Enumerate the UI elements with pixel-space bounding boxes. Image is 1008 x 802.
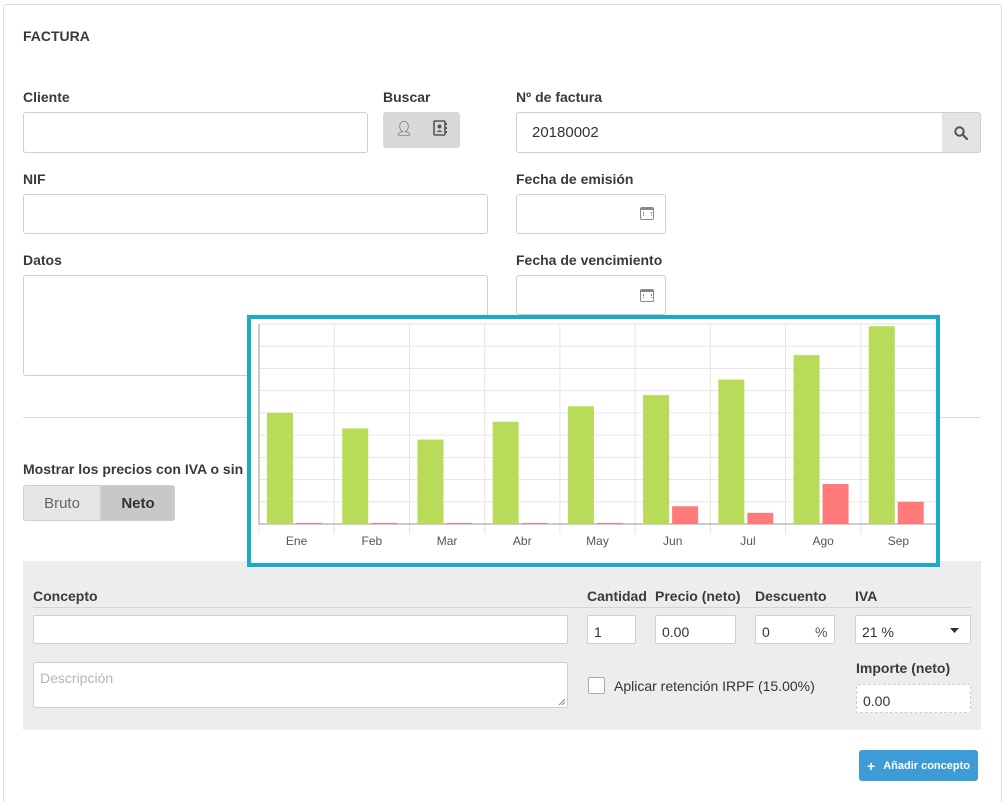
caret-down-icon bbox=[950, 628, 959, 633]
search-icon bbox=[954, 126, 968, 140]
bar-green-feb bbox=[342, 428, 369, 524]
concepto-label: Concepto bbox=[33, 588, 98, 604]
bar-red-abr bbox=[521, 523, 548, 524]
bar-chart: Ene Feb Mar Abr May Jun Jul Ago Sep bbox=[258, 323, 936, 548]
tick-label-may: May bbox=[586, 534, 609, 548]
tick-label-sep: Sep bbox=[888, 534, 910, 548]
nif-label: NIF bbox=[23, 171, 46, 187]
precio-input[interactable]: 0.00 bbox=[655, 615, 736, 644]
precio-value: 0.00 bbox=[662, 624, 690, 640]
datos-label: Datos bbox=[23, 252, 62, 268]
cliente-label: Cliente bbox=[23, 89, 70, 105]
add-concept-label: Añadir concepto bbox=[883, 759, 970, 772]
vencimiento-label: Fecha de vencimiento bbox=[516, 252, 663, 268]
bar-green-may bbox=[567, 406, 594, 524]
calendar-icon[interactable] bbox=[640, 207, 654, 220]
tick-label-ago: Ago bbox=[812, 534, 834, 548]
descuento-input[interactable]: 0 % bbox=[755, 615, 835, 644]
bar-green-ene bbox=[267, 412, 293, 524]
descripcion-textarea[interactable]: Descripción bbox=[33, 662, 568, 708]
factura-input[interactable]: 20180002 bbox=[516, 112, 943, 153]
bar-green-jul bbox=[718, 379, 745, 524]
importe-label: Importe (neto) bbox=[856, 660, 951, 676]
bar-red-mar bbox=[446, 523, 473, 524]
descuento-label: Descuento bbox=[755, 588, 827, 604]
descripcion-placeholder: Descripción bbox=[40, 670, 114, 686]
buscar-button-group: 👤︎ bbox=[383, 112, 460, 148]
tick-label-jul: Jul bbox=[740, 534, 755, 548]
bar-red-sep bbox=[897, 501, 924, 524]
iva-select[interactable]: 21 % bbox=[855, 615, 971, 644]
factura-search-button[interactable] bbox=[942, 112, 981, 153]
bar-green-sep bbox=[868, 326, 895, 524]
irpf-label: Aplicar retención IRPF (15.00%) bbox=[614, 678, 815, 694]
cantidad-label: Cantidad bbox=[587, 588, 647, 604]
tick-label-abr: Abr bbox=[513, 534, 532, 548]
percent-unit: % bbox=[815, 624, 828, 640]
factura-value: 20180002 bbox=[532, 124, 599, 141]
importe-input: 0.00 bbox=[856, 684, 971, 713]
contact-book-icon[interactable] bbox=[433, 120, 447, 136]
bar-green-mar bbox=[417, 439, 444, 524]
bar-green-ago bbox=[793, 355, 820, 524]
bar-red-ago bbox=[822, 484, 849, 524]
resize-handle-icon[interactable] bbox=[558, 698, 565, 705]
emision-date-input[interactable] bbox=[516, 194, 666, 234]
toggle-bruto-button[interactable]: Bruto bbox=[23, 485, 101, 521]
buscar-label: Buscar bbox=[383, 89, 431, 105]
plus-icon: + bbox=[867, 757, 876, 774]
irpf-checkbox[interactable] bbox=[588, 677, 605, 694]
importe-value: 0.00 bbox=[863, 693, 891, 709]
calendar-icon[interactable] bbox=[640, 289, 654, 302]
precio-label: Precio (neto) bbox=[655, 588, 741, 604]
emision-label: Fecha de emisión bbox=[516, 171, 634, 187]
bar-red-may bbox=[596, 523, 623, 524]
concepto-input[interactable] bbox=[33, 615, 568, 644]
concept-section: Concepto Cantidad Precio (neto) Descuent… bbox=[23, 561, 981, 730]
bar-red-feb bbox=[371, 523, 398, 524]
bar-green-jun bbox=[643, 395, 670, 524]
cliente-input[interactable] bbox=[23, 112, 368, 153]
descuento-value: 0 bbox=[762, 624, 770, 640]
tick-label-jun: Jun bbox=[663, 534, 682, 548]
vencimiento-date-input[interactable] bbox=[516, 275, 666, 315]
iva-label: IVA bbox=[855, 588, 878, 604]
cantidad-input[interactable]: 1 bbox=[587, 615, 636, 644]
bar-green-abr bbox=[492, 421, 519, 524]
nif-input[interactable] bbox=[23, 194, 488, 234]
bar-red-jun bbox=[672, 506, 699, 524]
tick-label-feb: Feb bbox=[361, 534, 382, 548]
add-concept-button[interactable]: + Añadir concepto bbox=[859, 750, 978, 781]
chart-overlay: Ene Feb Mar Abr May Jun Jul Ago Sep bbox=[247, 315, 940, 567]
cantidad-value: 1 bbox=[594, 624, 602, 640]
factura-label: Nº de factura bbox=[516, 89, 603, 105]
tick-label-ene: Ene bbox=[286, 534, 308, 548]
user-icon[interactable]: 👤︎ bbox=[395, 121, 413, 137]
bar-red-jul bbox=[747, 512, 774, 524]
iva-toggle-label: Mostrar los precios con IVA o sin IVA. bbox=[23, 461, 274, 477]
concept-header-divider bbox=[33, 607, 971, 608]
bar-red-ene bbox=[296, 523, 322, 524]
page-title: FACTURA bbox=[23, 28, 90, 44]
tick-label-mar: Mar bbox=[437, 534, 458, 548]
iva-value: 21 % bbox=[862, 624, 894, 640]
toggle-neto-button[interactable]: Neto bbox=[101, 485, 175, 521]
